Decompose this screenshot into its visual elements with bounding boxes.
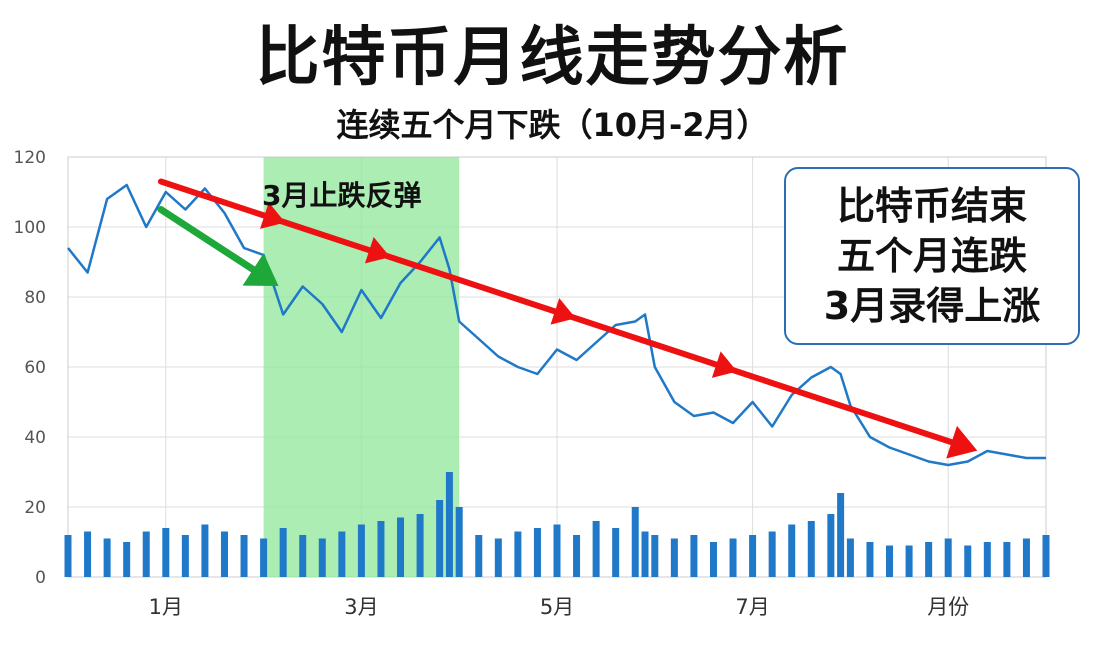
volume-bar	[201, 524, 209, 577]
volume-bar	[455, 507, 463, 577]
volume-bar	[964, 545, 972, 577]
volume-bar	[84, 531, 92, 577]
y-tick-label: 80	[24, 288, 46, 308]
volume-bar	[103, 538, 111, 577]
volume-bar	[436, 500, 444, 577]
x-tick-label: 3月	[344, 595, 378, 619]
volume-bar	[1042, 535, 1050, 577]
volume-bar	[299, 535, 307, 577]
volume-bar	[514, 531, 522, 577]
y-tick-label: 40	[24, 428, 46, 448]
y-tick-label: 100	[14, 218, 46, 238]
arrow-head	[946, 425, 978, 459]
y-tick-label: 0	[35, 568, 46, 588]
annotation-callout: 比特币结束 五个月连跌 3月录得上涨	[784, 167, 1080, 345]
volume-bar	[338, 531, 346, 577]
volume-bar	[651, 535, 659, 577]
annotation-line-1: 比特币结束	[836, 184, 1027, 228]
volume-bar	[64, 535, 72, 577]
volume-bar	[905, 545, 913, 577]
y-tick-label: 20	[24, 498, 46, 518]
trend-arrows	[157, 178, 978, 459]
arrow-head	[364, 236, 391, 264]
highlight-label: 3月止跌反弹	[262, 179, 422, 212]
y-tick-label: 120	[14, 148, 46, 168]
volume-bar	[866, 542, 874, 577]
volume-bar	[416, 514, 424, 577]
arrow-head	[550, 298, 576, 325]
price-line-layer	[67, 183, 1046, 467]
volume-bar	[631, 507, 639, 577]
volume-bar	[768, 531, 776, 577]
x-tick-label: 7月	[735, 595, 769, 619]
volume-bar	[220, 531, 228, 577]
chart-axes: 0 20 40 60 80 100 120 1月 3月 5月 7月 月份	[14, 148, 970, 619]
volume-bar	[729, 538, 737, 577]
chart-subtitle: 连续五个月下跌（10月-2月）	[336, 106, 769, 144]
highlight-region	[263, 157, 460, 577]
volume-bar	[260, 538, 268, 577]
volume-bar	[827, 514, 835, 577]
volume-bar	[709, 542, 717, 577]
arrow-head	[711, 351, 738, 378]
arrow-head	[242, 253, 279, 287]
volume-bar	[690, 535, 698, 577]
volume-bar	[925, 542, 933, 577]
volume-bar	[1022, 538, 1030, 577]
volume-bar	[592, 521, 600, 577]
volume-bar	[837, 493, 845, 577]
price-line	[67, 183, 1046, 467]
x-tick-label: 月份	[927, 595, 969, 619]
volume-bar	[788, 524, 796, 577]
annotation-line-2: 五个月连跌	[836, 234, 1027, 278]
volume-bar	[318, 538, 326, 577]
highlight-region-layer	[263, 157, 460, 577]
chart-title: 比特币月线走势分析	[255, 21, 850, 95]
volume-bar	[377, 521, 385, 577]
volume-bar	[641, 531, 649, 577]
x-tick-label: 5月	[540, 595, 574, 619]
volume-bar	[445, 472, 453, 577]
volume-bar	[240, 535, 248, 577]
volume-bar	[749, 535, 757, 577]
volume-bar	[886, 545, 894, 577]
volume-bar	[944, 538, 952, 577]
volume-bar	[807, 521, 815, 577]
volume-bar	[553, 524, 561, 577]
volume-bar	[612, 528, 620, 577]
volume-bar	[162, 528, 170, 577]
short-arrow-line	[157, 206, 272, 283]
volume-bar	[670, 538, 678, 577]
volume-bar	[279, 528, 287, 577]
y-tick-label: 60	[24, 358, 46, 378]
volume-bar	[181, 535, 189, 577]
volume-bar	[983, 542, 991, 577]
volume-bar	[142, 531, 150, 577]
volume-bar	[846, 538, 854, 577]
arrow-head	[260, 202, 286, 229]
volume-bar	[1003, 542, 1011, 577]
volume-bar	[123, 542, 131, 577]
volume-bar	[573, 535, 581, 577]
volume-bar	[533, 528, 541, 577]
volume-bar	[357, 524, 365, 577]
volume-bars	[64, 472, 1050, 577]
volume-bar	[397, 517, 405, 577]
annotation-line-3: 3月录得上涨	[823, 284, 1041, 328]
volume-bar	[475, 535, 483, 577]
volume-bar	[494, 538, 502, 577]
x-tick-label: 1月	[149, 595, 183, 619]
